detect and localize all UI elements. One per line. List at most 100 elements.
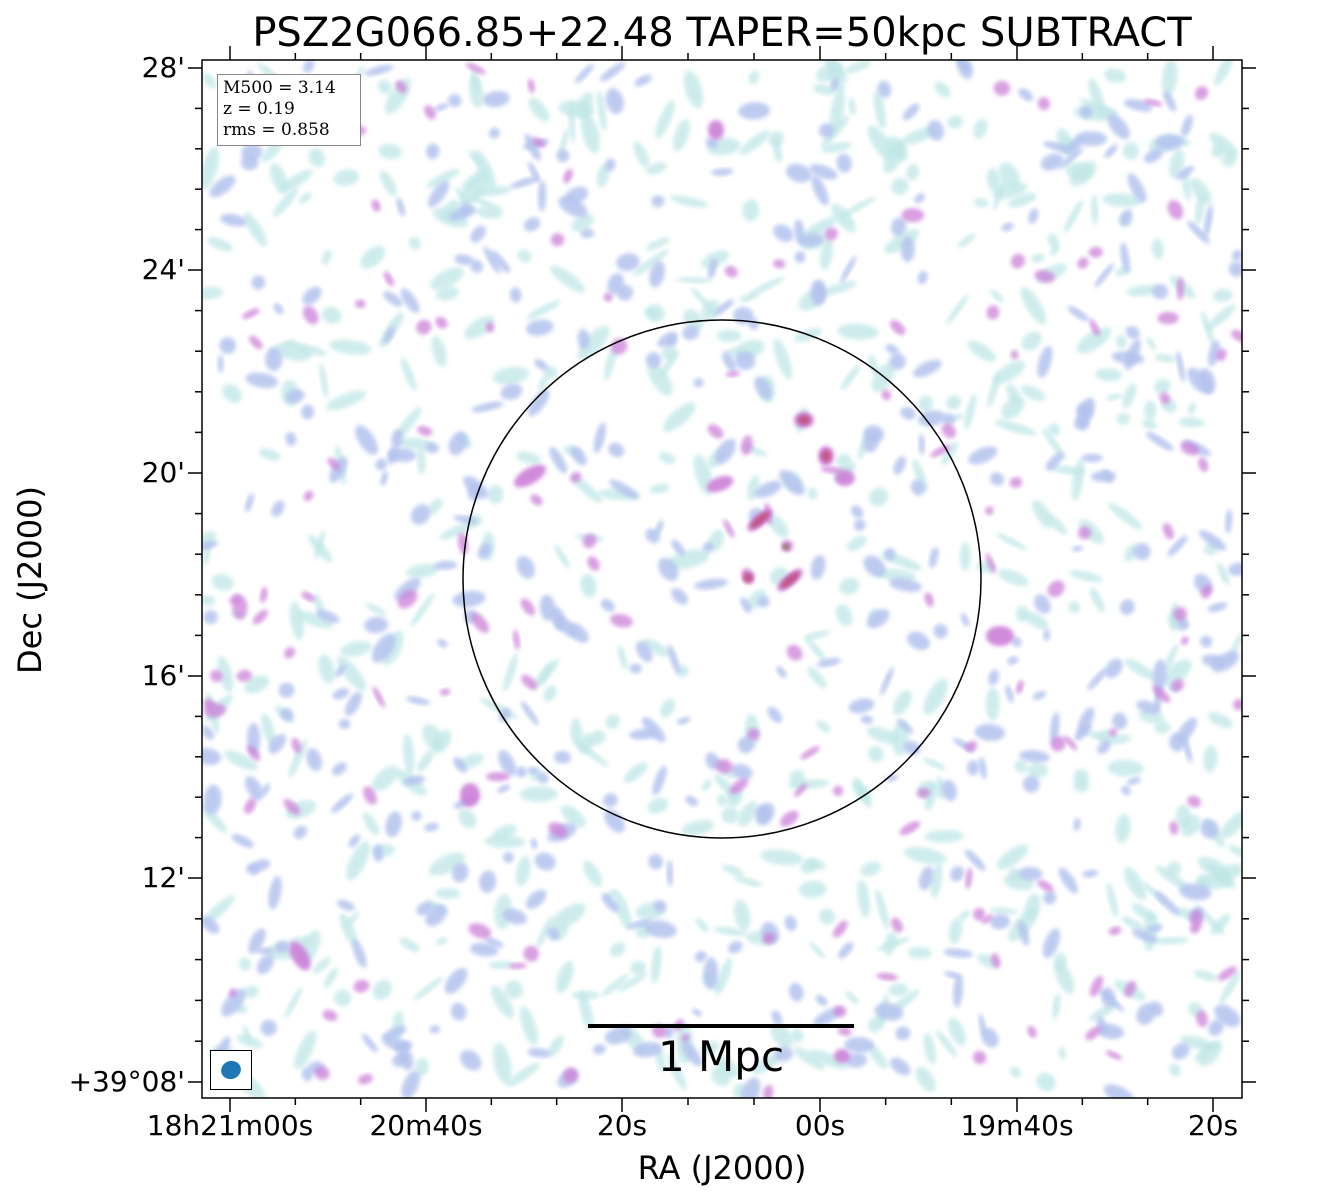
emission-blob bbox=[1014, 760, 1028, 773]
emission-blob bbox=[1163, 90, 1177, 112]
emission-blob bbox=[1152, 685, 1171, 703]
plot-frame bbox=[201, 59, 1243, 1099]
emission-blob bbox=[576, 91, 594, 119]
emission-blob bbox=[831, 203, 856, 233]
emission-blob bbox=[676, 277, 712, 284]
emission-blob bbox=[799, 880, 827, 899]
emission-blob bbox=[410, 592, 435, 628]
emission-blob bbox=[1058, 867, 1078, 894]
emission-blob bbox=[294, 1030, 317, 1070]
emission-blob bbox=[401, 1070, 420, 1098]
emission-blob bbox=[1189, 923, 1200, 934]
emission-blob bbox=[1009, 477, 1023, 488]
emission-blob bbox=[891, 217, 907, 237]
emission-blob bbox=[339, 912, 358, 947]
emission-blob bbox=[1152, 284, 1169, 300]
emission-blob bbox=[348, 834, 361, 848]
emission-blob bbox=[296, 611, 334, 629]
emission-blob bbox=[610, 613, 633, 628]
emission-blob bbox=[471, 401, 504, 413]
emission-blob bbox=[314, 530, 325, 560]
emission-blob bbox=[701, 1041, 720, 1055]
emission-blob bbox=[876, 972, 899, 981]
emission-blob bbox=[582, 533, 597, 549]
emission-blob bbox=[724, 265, 738, 278]
emission-blob bbox=[1011, 636, 1022, 648]
emission-blob bbox=[666, 335, 678, 347]
emission-blob bbox=[1141, 419, 1157, 430]
scale-bar bbox=[588, 1024, 854, 1028]
emission-blob bbox=[577, 328, 590, 350]
emission-blob bbox=[821, 142, 852, 153]
emission-blob bbox=[1042, 928, 1061, 959]
emission-blob bbox=[1126, 284, 1161, 297]
emission-blob bbox=[903, 847, 947, 865]
emission-blob bbox=[207, 237, 233, 252]
emission-blob bbox=[537, 772, 549, 784]
emission-blob bbox=[1161, 60, 1178, 97]
emission-blob bbox=[565, 186, 589, 205]
emission-blob bbox=[490, 250, 511, 273]
emission-blob bbox=[1124, 338, 1141, 371]
emission-blob bbox=[893, 690, 912, 716]
emission-blob bbox=[711, 1066, 731, 1087]
emission-blob bbox=[1177, 619, 1190, 631]
emission-blob bbox=[1108, 926, 1122, 936]
emission-blob bbox=[459, 203, 471, 215]
emission-blob bbox=[406, 696, 430, 705]
emission-blob bbox=[1189, 178, 1212, 205]
emission-blob bbox=[841, 197, 876, 217]
emission-blob bbox=[981, 914, 993, 924]
rms-text: rms = 0.858 bbox=[223, 120, 330, 140]
emission-blob bbox=[867, 125, 894, 161]
emission-blob bbox=[873, 90, 886, 130]
emission-blob bbox=[958, 909, 970, 921]
emission-blob bbox=[371, 633, 396, 663]
emission-blob bbox=[1101, 987, 1116, 1008]
emission-blob bbox=[1162, 659, 1192, 686]
emission-blob bbox=[417, 749, 434, 773]
emission-blob bbox=[944, 971, 962, 979]
emission-blob bbox=[333, 169, 360, 187]
emission-blob bbox=[705, 137, 718, 149]
emission-blob bbox=[431, 335, 447, 368]
emission-blob bbox=[739, 130, 771, 155]
emission-blob bbox=[824, 227, 838, 241]
y-tick-label: 20' bbox=[141, 456, 185, 489]
emission-blob bbox=[1077, 257, 1089, 269]
emission-blob bbox=[933, 623, 948, 639]
emission-blob bbox=[381, 1025, 407, 1041]
emission-blob bbox=[1228, 261, 1242, 277]
emission-blob bbox=[543, 685, 557, 702]
plot-title: PSZ2G066.85+22.48 TAPER=50kpc SUBTRACT bbox=[252, 10, 1192, 56]
emission-blob bbox=[646, 162, 667, 175]
emission-blob bbox=[242, 308, 260, 320]
emission-blob bbox=[941, 441, 959, 465]
emission-blob bbox=[433, 103, 449, 112]
emission-blob bbox=[202, 748, 222, 765]
emission-blob bbox=[603, 292, 613, 302]
emission-blob bbox=[1005, 685, 1014, 703]
emission-blob bbox=[1210, 913, 1231, 935]
emission-blob bbox=[846, 535, 867, 551]
emission-blob bbox=[793, 1046, 826, 1070]
emission-blob bbox=[1034, 269, 1055, 283]
emission-blob bbox=[857, 879, 871, 919]
emission-blob bbox=[832, 785, 844, 797]
emission-blob bbox=[660, 698, 676, 718]
emission-blob bbox=[663, 402, 696, 432]
emission-blob bbox=[396, 197, 405, 217]
emission-blob bbox=[244, 985, 259, 998]
emission-blob bbox=[1018, 920, 1030, 946]
emission-blob bbox=[550, 902, 586, 931]
emission-blob bbox=[1131, 903, 1156, 922]
emission-blob bbox=[807, 487, 818, 500]
emission-blob bbox=[819, 280, 858, 296]
emission-blob bbox=[1078, 519, 1104, 544]
emission-blob bbox=[794, 219, 805, 242]
emission-blob bbox=[244, 675, 270, 694]
emission-blob bbox=[410, 504, 431, 525]
emission-blob bbox=[671, 588, 689, 605]
emission-blob bbox=[1187, 220, 1210, 244]
emission-blob bbox=[365, 602, 387, 616]
